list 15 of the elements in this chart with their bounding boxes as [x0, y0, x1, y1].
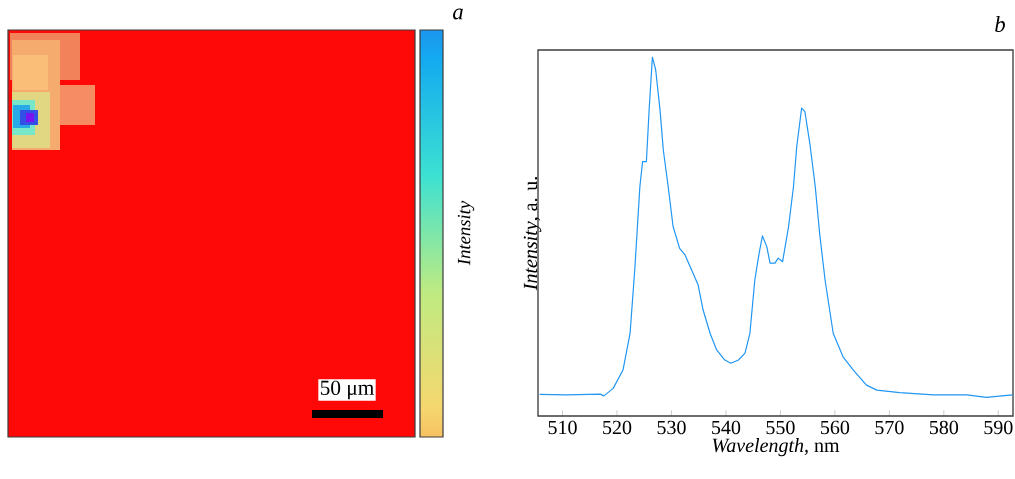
x-tick-label: 560	[821, 420, 850, 435]
x-axis-title: Wavelength, nm	[712, 438, 840, 457]
x-tick-label: 570	[875, 420, 904, 435]
x-tick-label: 550	[766, 420, 795, 435]
y-axis-title: Intensity, a. u.	[523, 177, 542, 291]
text: b	[995, 16, 1005, 32]
text: 50 μm	[320, 380, 374, 400]
x-tick-label: 540	[712, 420, 741, 435]
x-tick-label: 590	[984, 420, 1013, 435]
x-tick-label: 520	[603, 420, 632, 435]
color-bar-title: Intensity	[457, 200, 475, 266]
x-tick-label: 530	[657, 420, 686, 435]
text: a	[453, 8, 463, 20]
x-tick-label: 510	[548, 420, 577, 435]
x-tick-label: 580	[929, 420, 959, 435]
